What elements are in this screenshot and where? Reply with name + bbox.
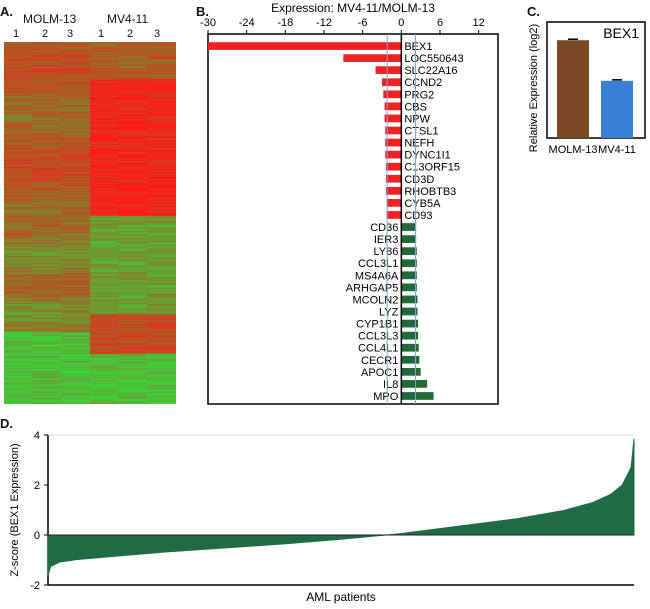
up-regulated-bar <box>401 235 417 243</box>
bex1-expression-chart: BEX1 MOLM-13 MV4-11 Relative Expression (lo… <box>528 21 646 156</box>
up-regulated-bar <box>401 331 419 340</box>
down-regulated-bar <box>385 186 402 195</box>
gene-label: CD36 <box>370 222 398 234</box>
gene-label: LYZ <box>379 307 399 319</box>
gene-label: CECR1 <box>361 355 398 367</box>
expression-bar <box>601 80 633 138</box>
up-regulated-bar <box>401 283 417 292</box>
panel-b-label: B. <box>196 4 209 19</box>
gene-label: LY86 <box>373 246 398 258</box>
y-axis-label: Relative Expression (log2) <box>528 24 540 152</box>
heatmap-column-label: 2 <box>127 28 134 40</box>
gene-label: SLC22A16 <box>404 65 457 77</box>
gene-label: PRG2 <box>404 89 434 101</box>
down-regulated-bar <box>385 138 402 147</box>
gene-label: MPO <box>373 391 399 403</box>
heatmap-column-label: 3 <box>67 28 74 40</box>
up-regulated-bar <box>401 247 417 256</box>
up-regulated-bar <box>401 307 418 316</box>
heatmap-column-label: 2 <box>42 28 49 40</box>
x-tick-label: MV4-11 <box>598 144 636 156</box>
up-regulated-bar <box>401 271 417 280</box>
x-tick-label: -12 <box>316 17 332 29</box>
down-regulated-bar <box>343 54 402 62</box>
gene-label: CTSL1 <box>404 126 438 138</box>
gene-label: CYP1B1 <box>356 319 398 331</box>
gene-label: CCND2 <box>404 77 442 89</box>
up-regulated-bar <box>401 367 421 376</box>
down-regulated-bar <box>386 199 402 207</box>
down-regulated-bar <box>386 211 402 219</box>
x-tick-label: -30 <box>200 17 216 29</box>
gene-label: APOC1 <box>361 367 398 379</box>
x-tick-label: -6 <box>358 17 368 29</box>
down-regulated-bar <box>384 114 402 123</box>
expression-heatmap <box>4 42 176 404</box>
gene-label: CCL4L1 <box>358 343 398 355</box>
gene-label: CYB5A <box>404 198 441 210</box>
aml-zscore-chart: -2 0 2 4 AML patients Z-score (BEX1 Expressio… <box>9 430 635 604</box>
x-tick-label: 0 <box>398 17 404 29</box>
gene-label: IL8 <box>383 379 398 391</box>
down-regulated-bar <box>385 150 402 159</box>
down-regulated-bar <box>384 102 402 111</box>
plot-frame <box>546 21 646 139</box>
heatmap-group-label: MOLM-13 <box>23 12 77 26</box>
up-regulated-bar <box>401 392 434 400</box>
chart-title: BEX1 <box>603 25 639 41</box>
heatmap-group-label: MV4-11 <box>107 12 149 26</box>
up-regulated-bar <box>401 223 417 231</box>
down-regulated-bar <box>375 66 402 75</box>
up-regulated-bar <box>401 380 428 388</box>
down-regulated-bar <box>383 90 402 99</box>
up-regulated-bar <box>401 259 417 268</box>
gene-label: BEX1 <box>404 41 432 53</box>
x-tick-label: MOLM-13 <box>549 144 598 156</box>
up-regulated-bar <box>401 319 419 328</box>
gene-label: ARHGAP5 <box>346 282 399 294</box>
x-tick-label: -18 <box>277 17 293 29</box>
x-tick-label: 6 <box>437 17 443 29</box>
y-tick-label: 2 <box>34 480 40 492</box>
x-tick-label: 12 <box>473 17 485 29</box>
gene-label: MS4A6A <box>355 270 399 282</box>
gene-label: RHOBTB3 <box>404 186 456 198</box>
y-axis-label: Z-score (BEX1 Expression) <box>9 443 21 576</box>
plot-frame <box>207 33 499 405</box>
chart-title: Expression: MV4-11/MOLM-13 <box>271 1 435 15</box>
y-tick-label: -2 <box>30 580 40 592</box>
up-regulated-bar <box>401 295 418 304</box>
x-tick-label: -24 <box>239 17 255 29</box>
gene-label: NPW <box>404 113 430 125</box>
y-tick-label: 0 <box>34 530 40 542</box>
gene-label: CD93 <box>404 210 432 222</box>
gene-label: C13ORF15 <box>404 162 460 174</box>
panel-d-label: D. <box>0 416 13 431</box>
up-regulated-bar <box>401 355 420 364</box>
gene-label: CCL3L1 <box>358 258 398 270</box>
fold-change-bar-chart: Expression: MV4-11/MOLM-13 -30 -24 -18 -12 -6… <box>200 1 499 405</box>
down-regulated-bar <box>208 42 402 50</box>
gene-label: NEFH <box>404 138 434 150</box>
down-regulated-bar <box>385 162 402 171</box>
gene-label: CD3D <box>404 174 434 186</box>
gene-label: IER3 <box>374 234 398 246</box>
up-regulated-bar <box>401 343 419 352</box>
panel-c-label: C. <box>527 4 540 19</box>
gene-label: MCOLN2 <box>352 294 398 306</box>
down-regulated-bar <box>385 126 402 135</box>
down-regulated-bar <box>382 78 402 87</box>
gene-label: LOC550643 <box>404 53 463 65</box>
down-regulated-bar <box>385 174 402 183</box>
gene-label: DYNC1I1 <box>404 150 450 162</box>
gene-label: CCL3L3 <box>358 331 398 343</box>
zscore-area <box>47 438 635 576</box>
y-tick-label: 4 <box>34 430 40 442</box>
heatmap-column-label: 1 <box>13 28 20 40</box>
heatmap-column-label: 1 <box>98 28 105 40</box>
expression-bar <box>557 40 589 138</box>
x-axis-label: AML patients <box>306 590 376 604</box>
heatmap-column-label: 3 <box>154 28 161 40</box>
panel-a-label: A. <box>0 4 13 19</box>
